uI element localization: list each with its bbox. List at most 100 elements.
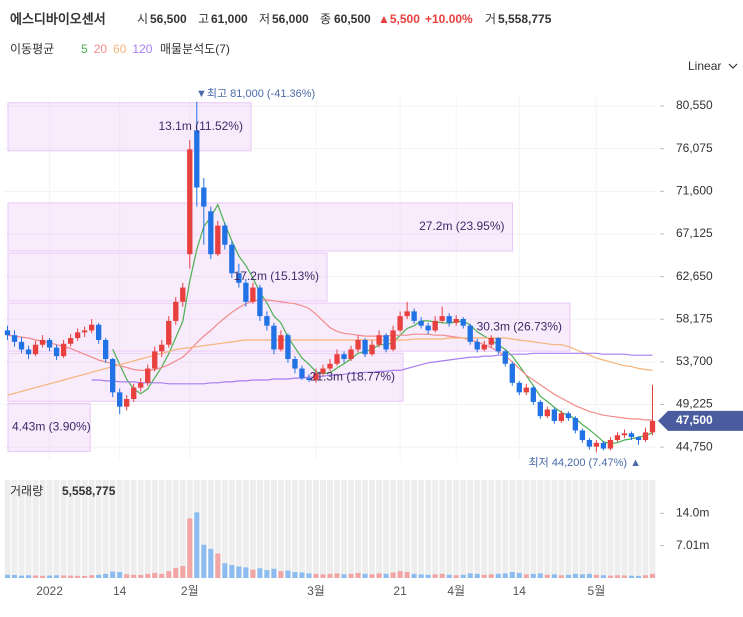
volume-bar (516, 572, 522, 578)
candle-body (320, 368, 326, 374)
candle-body (278, 335, 284, 350)
x-tick-label: 3월 (307, 584, 325, 598)
candle-body (460, 318, 466, 326)
volume-current: 5,558,775 (62, 484, 116, 498)
volume-bar (285, 570, 291, 578)
volume-bg (621, 480, 628, 578)
candle-body (243, 282, 249, 302)
candle-body (530, 387, 536, 402)
profile-label: 21.3m (18.77%) (310, 369, 395, 383)
volume-bar (271, 568, 277, 578)
volume-label: 거 (485, 12, 496, 26)
ma-title: 이동평균 (10, 42, 54, 56)
volume-bar (61, 575, 67, 578)
candle-body (446, 316, 452, 323)
candle-body (642, 432, 649, 440)
volume-bg (116, 480, 123, 578)
candle-body (537, 401, 543, 417)
ma-line (112, 203, 653, 445)
volume-bg (348, 480, 354, 578)
scale-selector[interactable]: Linear (688, 59, 721, 73)
volume-bg (46, 480, 53, 578)
volume-bar (565, 574, 571, 578)
candle-body (159, 344, 165, 352)
volume-bg (221, 480, 228, 578)
volume-bg (558, 480, 565, 578)
candle-body (102, 339, 109, 360)
change-pct: +10.00% (425, 12, 473, 26)
candle-body (194, 130, 200, 188)
candle-body (390, 330, 396, 350)
candle-body (481, 344, 487, 350)
volume-bg (137, 480, 144, 578)
candle-body (264, 316, 270, 326)
volume-bar (194, 512, 200, 578)
x-tick-label: 2022 (36, 584, 63, 598)
volume-bar (236, 566, 242, 578)
candle-body (621, 433, 628, 436)
x-tick-label: 4월 (447, 584, 465, 598)
profile-label: 17.2m (15.13%) (234, 269, 319, 283)
volume-bar (201, 544, 207, 578)
volume-bg (313, 480, 319, 578)
volume-bg (263, 480, 270, 578)
candle-body (502, 351, 508, 364)
candle-body (166, 320, 172, 345)
candle-body (173, 301, 179, 321)
volume-bar (397, 571, 403, 578)
volume-bg (123, 480, 130, 578)
volume-bg (130, 480, 137, 578)
volume-bar (299, 572, 305, 578)
y-tick-label: 71,600 (676, 183, 713, 197)
candle-body (369, 344, 375, 355)
candle-body (474, 341, 480, 350)
x-tick-label: 5월 (588, 584, 606, 598)
volume-bg (60, 480, 67, 578)
candle-body (397, 316, 403, 331)
candle-body (628, 433, 635, 438)
profile-label: 27.2m (23.95%) (419, 219, 504, 233)
volume-bar (579, 574, 585, 578)
y-tick-label: 53,700 (676, 354, 713, 368)
volume-bg (614, 480, 621, 578)
candle-body (208, 211, 214, 255)
volume-bg (242, 480, 249, 578)
low-annotation: 최저 44,200 (7.47%) ▲ (529, 456, 641, 469)
volume-bg (551, 480, 558, 578)
volume-bg (432, 480, 439, 578)
volume-bar (635, 575, 641, 578)
volume-bg (425, 480, 432, 578)
candles (4, 101, 656, 453)
volume-bg (446, 480, 453, 578)
volume-bar (355, 572, 361, 578)
candle-body (229, 244, 235, 274)
candle-body (327, 363, 333, 369)
volume-bar (96, 574, 102, 578)
volume-bar (453, 575, 459, 578)
volume-bar (425, 574, 431, 578)
volume-bg (460, 480, 467, 578)
profile-label: 4.43m (3.90%) (12, 420, 91, 434)
volume-bg (537, 480, 544, 578)
volume-bg (158, 480, 165, 578)
candle-body (4, 330, 11, 336)
candle-body (95, 324, 102, 340)
open-value: 56,500 (150, 12, 187, 26)
volume-bar (47, 575, 53, 578)
volume-bar (586, 573, 592, 578)
volume-bar (418, 574, 424, 578)
volume-bg (530, 480, 537, 578)
candle-body (39, 339, 46, 345)
volume-bar (446, 574, 452, 578)
candle-body (551, 409, 558, 421)
volume-bar (537, 573, 543, 578)
volume-bar (173, 567, 179, 578)
volume-bg (200, 480, 207, 578)
candle-body (572, 418, 579, 431)
volume-bar (117, 571, 123, 578)
candle-body (453, 318, 459, 323)
volume-bar (593, 574, 599, 578)
dropdown-chevron[interactable] (728, 63, 738, 69)
